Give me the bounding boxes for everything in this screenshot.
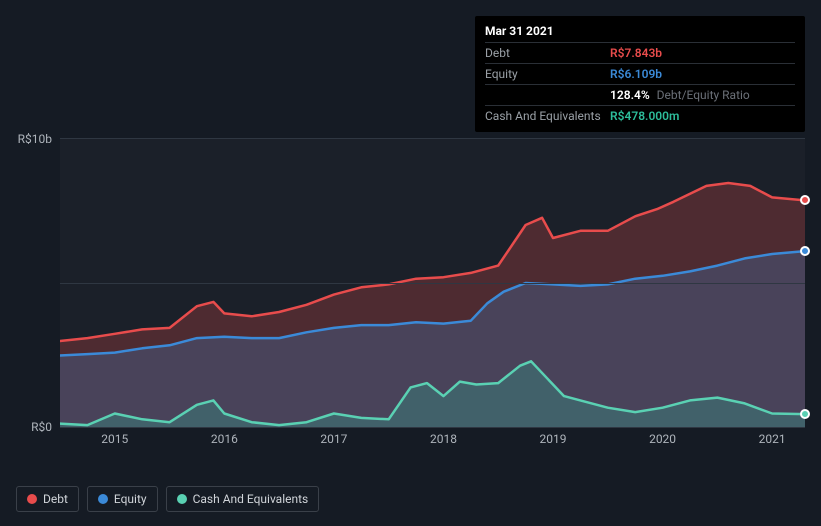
tooltip-row: EquityR$6.109b (485, 63, 795, 84)
end-marker-equity (800, 246, 810, 256)
legend-label: Equity (114, 492, 147, 506)
legend-swatch (98, 494, 108, 504)
chart-tooltip: Mar 31 2021 DebtR$7.843bEquityR$6.109b12… (475, 16, 805, 132)
tooltip-date: Mar 31 2021 (485, 22, 795, 42)
legend-item-cash-and-equivalents[interactable]: Cash And Equivalents (166, 486, 320, 512)
legend-swatch (177, 494, 187, 504)
gridline (60, 427, 805, 428)
tooltip-rows: DebtR$7.843bEquityR$6.109b128.4% Debt/Eq… (485, 42, 795, 126)
gridline (60, 138, 805, 139)
end-marker-debt (800, 195, 810, 205)
legend-label: Debt (43, 492, 68, 506)
tooltip-row-value: R$7.843b (610, 46, 662, 60)
x-tick-label: 2020 (649, 432, 676, 446)
y-tick-max: R$10b (12, 132, 52, 146)
x-tick-label: 2018 (430, 432, 457, 446)
x-tick-label: 2015 (101, 432, 128, 446)
x-tick-label: 2017 (320, 432, 347, 446)
gridline (60, 283, 805, 284)
end-marker-cash-and-equivalents (800, 409, 810, 419)
legend-label: Cash And Equivalents (193, 492, 309, 506)
tooltip-row-value: R$6.109b (610, 67, 662, 81)
legend-item-debt[interactable]: Debt (16, 486, 79, 512)
tooltip-row-label: Equity (485, 67, 610, 81)
x-tick-label: 2021 (759, 432, 786, 446)
x-tick-label: 2019 (540, 432, 567, 446)
chart-plot-area[interactable] (60, 138, 805, 428)
tooltip-row: 128.4% Debt/Equity Ratio (485, 84, 795, 105)
legend-item-equity[interactable]: Equity (87, 486, 158, 512)
debt-equity-chart: R$10b R$0 2015201620172018201920202021 (16, 120, 805, 460)
x-tick-label: 2016 (211, 432, 238, 446)
tooltip-row: DebtR$7.843b (485, 42, 795, 63)
tooltip-row-label (485, 88, 610, 102)
legend-swatch (27, 494, 37, 504)
tooltip-row-extra: Debt/Equity Ratio (654, 88, 750, 102)
chart-legend: Debt Equity Cash And Equivalents (16, 486, 319, 512)
x-axis-labels: 2015 2016 2017 2018 2019 2020 2021 (60, 432, 805, 452)
tooltip-row-label: Debt (485, 46, 610, 60)
tooltip-row-value: 128.4% Debt/Equity Ratio (610, 88, 750, 102)
y-tick-min: R$0 (12, 420, 52, 434)
